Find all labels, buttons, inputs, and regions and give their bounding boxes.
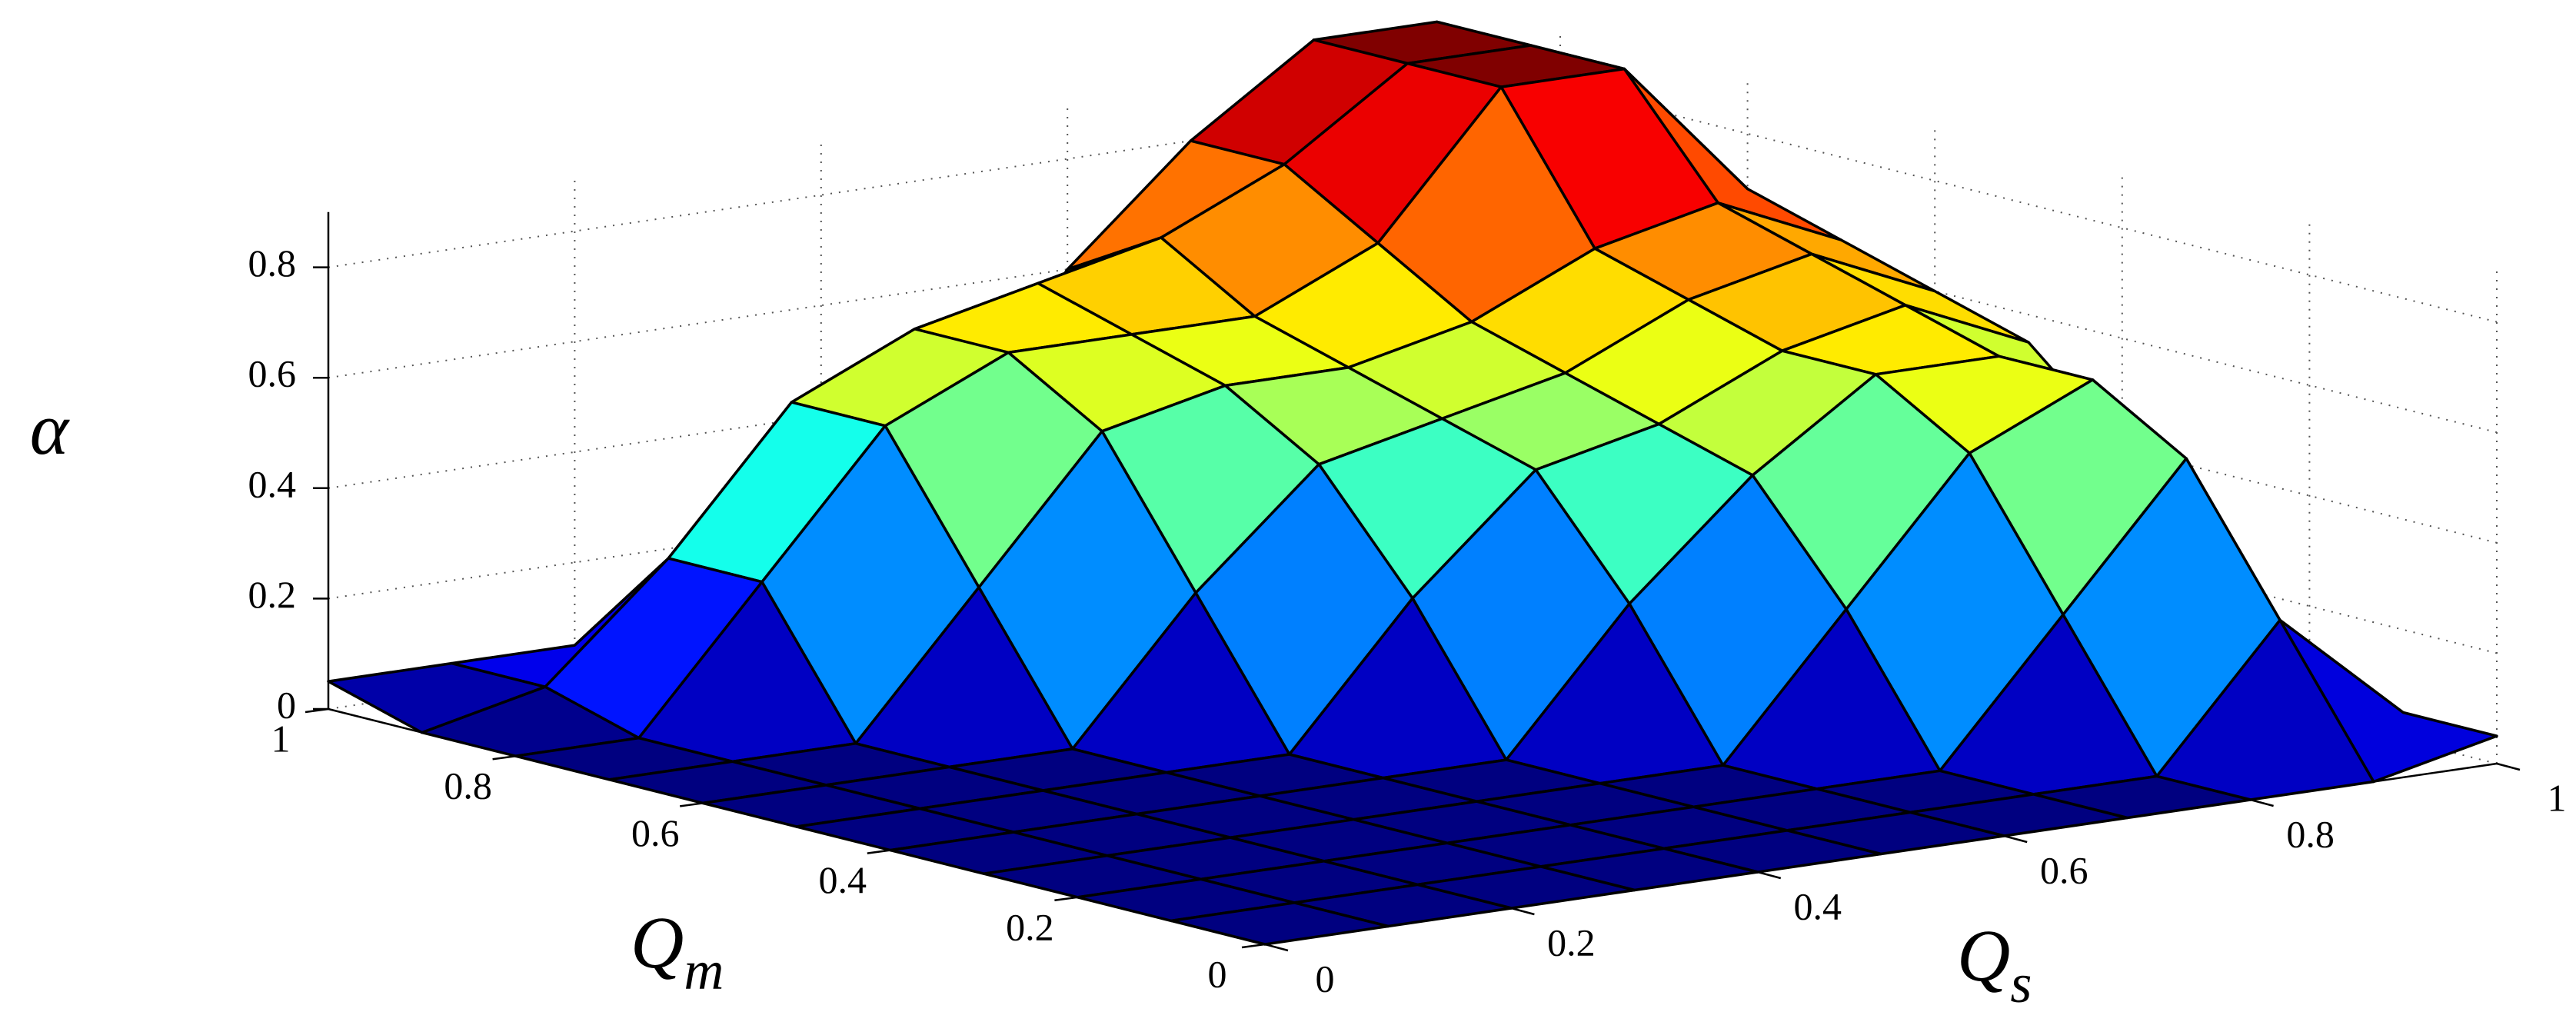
x-tick: [1511, 907, 1535, 916]
y-tick: [867, 849, 890, 854]
x-axis-line: [1264, 762, 2498, 946]
z-tick-label: 0.2: [248, 573, 297, 616]
z-tick-label: 0: [277, 683, 296, 726]
y-tick-label: 0.6: [631, 811, 680, 854]
x-tick: [1757, 871, 1782, 880]
x-tick: [1264, 943, 1289, 952]
y-tick: [492, 754, 516, 761]
z-tick-label: 0.4: [248, 462, 297, 505]
z-tick-label: 0.6: [248, 352, 297, 395]
z-tick-label: 0.8: [248, 241, 297, 285]
y-axis-line: [328, 707, 1266, 946]
y-tick: [305, 707, 329, 714]
y-tick-label: 0.8: [444, 764, 492, 807]
x-tick-label: 0.8: [2286, 812, 2335, 855]
x-tick-label: 0: [1316, 957, 1335, 1000]
x-axis-label-main: Q: [1957, 914, 2010, 997]
y-tick-label: 1: [271, 717, 291, 760]
y-tick-label: 0: [1208, 952, 1227, 995]
x-tick-label: 0.2: [1547, 920, 1596, 964]
x-tick-label: 0.4: [1794, 884, 1842, 927]
x-axis-label-sub: s: [2010, 953, 2032, 1014]
z-axis-label: α: [30, 388, 70, 470]
axes: 00.20.40.60.800.20.40.60.8100.20.40.60.8…: [248, 211, 2567, 1000]
x-tick-label: 1: [2548, 776, 2567, 819]
y-tick: [1241, 943, 1266, 949]
surface: [327, 20, 2498, 946]
x-axis-label: Qs: [1957, 914, 2032, 1014]
x-tick-label: 0.6: [2040, 848, 2088, 891]
y-axis-label-sub: m: [684, 940, 724, 1001]
y-tick: [680, 802, 704, 807]
y-tick-label: 0.2: [1006, 905, 1054, 948]
y-axis-label-main: Q: [631, 901, 684, 984]
x-tick: [2496, 762, 2521, 771]
grid-line: [1559, 85, 2498, 323]
x-tick: [2250, 798, 2274, 807]
y-axis-label: Qm: [631, 901, 724, 1001]
y-tick: [1054, 896, 1078, 902]
y-tick-label: 0.4: [819, 858, 867, 901]
x-tick: [2003, 834, 2028, 844]
